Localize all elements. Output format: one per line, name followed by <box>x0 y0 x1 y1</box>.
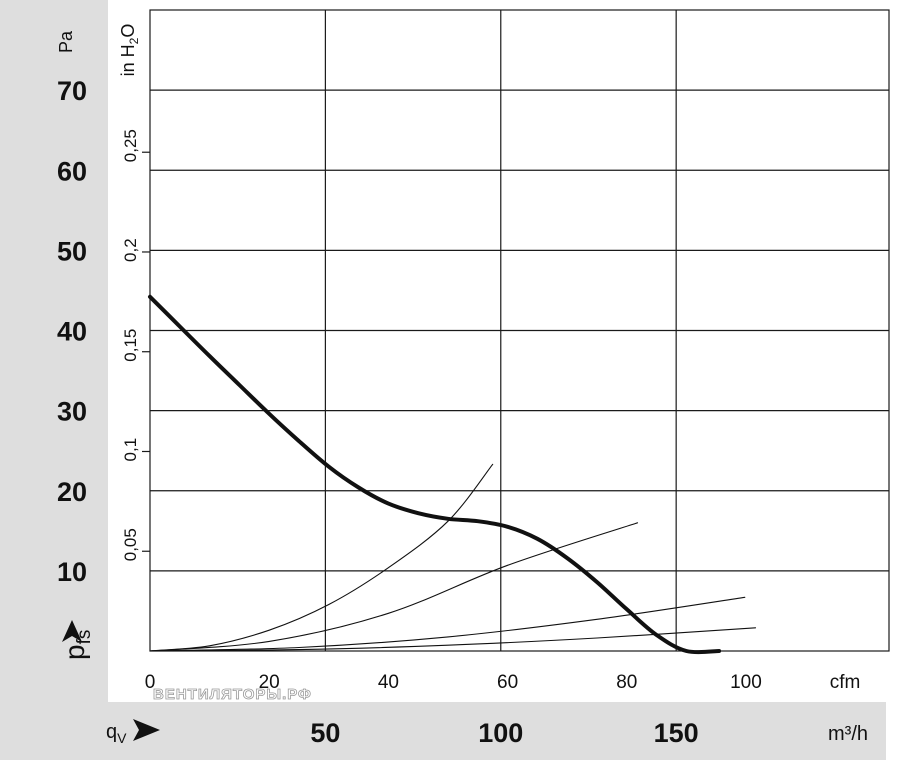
axis-labels: 10 20 30 40 50 60 70 50 100 150 0 20 40 60 80 100 0,05 0,… <box>57 76 762 748</box>
fan-curve-line <box>148 294 722 655</box>
y-axis-unit-pa: Pa <box>56 30 76 53</box>
h2o-tick-label: 0,15 <box>121 329 140 362</box>
x-secondary-tick-label: 100 <box>478 718 523 748</box>
x-axis-secondary-symbol-q: q <box>106 721 117 743</box>
y-axis-arrow-icon <box>62 620 82 642</box>
h2o-tick-label: 0,05 <box>121 528 140 561</box>
x-axis-unit-cfm: cfm <box>830 672 861 693</box>
x-axis-arrow-icon <box>133 719 160 741</box>
h2o-tick-label: 0,25 <box>121 129 140 162</box>
x-axis-secondary-symbol-subscript: V <box>117 730 127 746</box>
x-axis-secondary-unit: m³/h <box>828 723 868 745</box>
x-tick-label: 0 <box>145 672 156 693</box>
y-tick-label: 30 <box>57 397 87 427</box>
x-tick-label: 40 <box>378 672 399 693</box>
y-tick-label: 40 <box>57 317 87 347</box>
h2o-tick-label: 0,1 <box>121 438 140 462</box>
y-tick-label: 10 <box>57 557 87 587</box>
x-tick-label: 80 <box>616 672 637 693</box>
x-axis-secondary-label: qV <box>106 719 160 746</box>
x-secondary-tick-label: 150 <box>654 718 699 748</box>
y-tick-label: 20 <box>57 477 87 507</box>
system-curve-line <box>149 596 746 652</box>
y-tick-label: 50 <box>57 236 87 266</box>
grid <box>142 10 889 651</box>
h2o-unit-prefix: in H <box>118 44 138 76</box>
x-axis-secondary-symbol: qV <box>106 721 127 746</box>
y-tick-label: 70 <box>57 76 87 106</box>
x-tick-label: 20 <box>259 672 280 693</box>
x-tick-label: 100 <box>730 672 762 693</box>
y-tick-label: 60 <box>57 156 87 186</box>
y-axis-symbol-subscript: fs <box>74 630 95 645</box>
x-tick-label: 60 <box>497 672 518 693</box>
y-axis-symbol: pfs <box>59 630 95 660</box>
bottom-axis-band <box>0 702 886 760</box>
curves <box>148 294 757 655</box>
x-secondary-tick-label: 50 <box>310 718 340 748</box>
y-axis-label: pfs <box>59 620 95 660</box>
watermark-text: ВЕНТИЛЯТОРЫ.РФ <box>153 686 312 703</box>
system-curve-line <box>149 522 639 652</box>
h2o-unit-suffix: O <box>118 24 138 38</box>
h2o-unit-subscript: 2 <box>127 37 141 44</box>
left-axis-band <box>0 0 108 760</box>
h2o-tick-label: 0,2 <box>121 238 140 262</box>
y-axis-secondary-unit: in H2O <box>118 24 141 77</box>
y-axis-symbol-p: p <box>59 644 90 660</box>
system-curve-line <box>149 627 757 652</box>
system-curve-line <box>149 463 494 652</box>
